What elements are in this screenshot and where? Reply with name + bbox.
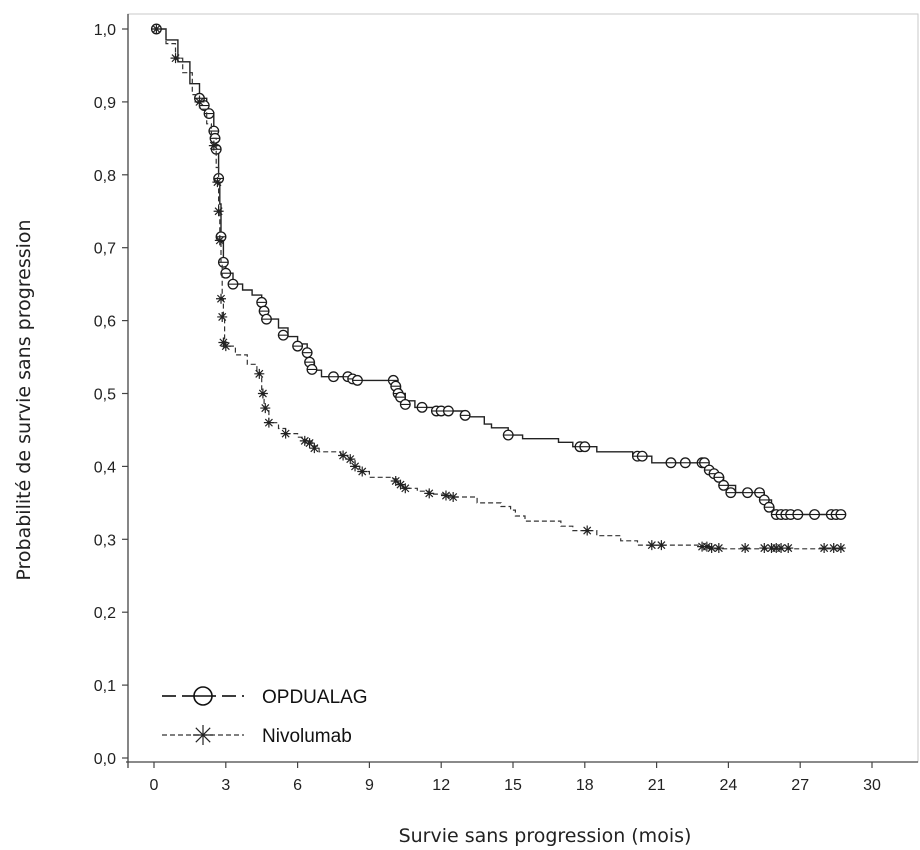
censor-marker-asterisk bbox=[582, 525, 593, 536]
y-tick-label: 0,1 bbox=[94, 678, 116, 695]
x-tick-label: 12 bbox=[432, 777, 450, 794]
censor-marker-asterisk bbox=[713, 543, 724, 554]
censor-marker-asterisk bbox=[656, 540, 667, 551]
legend-item-opdualag: OPDUALAG bbox=[162, 686, 368, 708]
legend-item-nivolumab: Nivolumab bbox=[162, 725, 352, 747]
legend: OPDUALAG Nivolumab bbox=[162, 686, 368, 747]
x-tick-label: 0 bbox=[150, 777, 159, 794]
censor-marker-asterisk bbox=[345, 454, 356, 465]
y-tick-label: 0,9 bbox=[94, 95, 116, 112]
censor-marker-asterisk bbox=[759, 543, 770, 554]
x-tick-label: 30 bbox=[863, 777, 881, 794]
censor-marker-asterisk bbox=[350, 461, 361, 472]
censor-marker-asterisk bbox=[151, 24, 162, 34]
censor-marker-asterisk bbox=[828, 543, 839, 554]
censor-marker-asterisk bbox=[646, 540, 657, 551]
censor-marker-asterisk bbox=[263, 417, 274, 428]
x-tick-label: 24 bbox=[720, 777, 738, 794]
plot-frame bbox=[127, 13, 919, 763]
censor-marker-asterisk bbox=[701, 541, 712, 552]
censor-marker-asterisk bbox=[835, 543, 846, 554]
legend-label: Nivolumab bbox=[262, 726, 352, 747]
censor-marker-asterisk bbox=[254, 368, 265, 379]
x-tick-label: 6 bbox=[293, 777, 302, 794]
x-tick-label: 15 bbox=[504, 777, 522, 794]
censor-marker-asterisk bbox=[400, 483, 411, 494]
censor-marker-asterisk bbox=[424, 488, 435, 499]
censor-marker-asterisk bbox=[357, 466, 368, 477]
censor-marker-asterisk bbox=[194, 96, 205, 107]
censor-marker-asterisk bbox=[395, 479, 406, 490]
censor-marker-asterisk bbox=[448, 492, 459, 503]
y-tick-label: 0,6 bbox=[94, 314, 116, 331]
y-tick-label: 0,3 bbox=[94, 532, 116, 549]
censor-marker-asterisk bbox=[338, 450, 349, 461]
censor-marker-asterisk bbox=[217, 311, 228, 322]
y-axis-title: Probabilité de survie sans progression bbox=[13, 219, 35, 580]
censor-marker-asterisk bbox=[783, 543, 794, 554]
censor-marker-asterisk bbox=[218, 337, 229, 348]
legend-label: OPDUALAG bbox=[262, 687, 368, 708]
censor-marker-asterisk bbox=[214, 235, 225, 246]
y-tick-label: 0,0 bbox=[94, 751, 116, 768]
x-tick-label: 9 bbox=[365, 777, 374, 794]
censor-marker-asterisk bbox=[819, 543, 830, 554]
censor-marker-asterisk bbox=[309, 443, 320, 454]
censor-marker-asterisk bbox=[706, 543, 717, 554]
censor-marker-asterisk bbox=[304, 438, 315, 449]
y-tick-label: 0,7 bbox=[94, 241, 116, 258]
y-tick-label: 0,8 bbox=[94, 168, 116, 185]
censor-marker-asterisk bbox=[220, 341, 231, 352]
x-tick-label: 3 bbox=[221, 777, 230, 794]
legend-marker-asterisk bbox=[193, 725, 213, 745]
series-opdualag bbox=[150, 23, 847, 520]
y-tick-label: 0,4 bbox=[94, 459, 116, 476]
x-tick-label: 27 bbox=[791, 777, 809, 794]
series-line-opdualag bbox=[154, 28, 844, 516]
censor-marker-asterisk bbox=[257, 388, 268, 399]
censor-marker-asterisk bbox=[170, 53, 181, 64]
censor-marker-asterisk bbox=[260, 403, 271, 414]
censor-marker-asterisk bbox=[299, 435, 310, 446]
y-tick-label: 0,5 bbox=[94, 387, 116, 404]
y-tick-label: 1,0 bbox=[94, 22, 116, 39]
series-line-nivolumab bbox=[154, 28, 844, 550]
x-axis-title: Survie sans progression (mois) bbox=[399, 825, 692, 847]
censor-marker-asterisk bbox=[216, 293, 227, 304]
censor-marker-asterisk bbox=[440, 490, 451, 501]
x-tick-label: 21 bbox=[648, 777, 666, 794]
censor-marker-asterisk bbox=[390, 475, 401, 486]
series-nivolumab bbox=[151, 24, 846, 554]
y-tick-label: 0,2 bbox=[94, 605, 116, 622]
x-tick-label: 18 bbox=[576, 777, 594, 794]
censor-marker-asterisk bbox=[212, 177, 223, 188]
censor-marker-asterisk bbox=[740, 543, 751, 554]
censor-marker-asterisk bbox=[208, 140, 219, 151]
censor-marker-asterisk bbox=[776, 543, 787, 554]
censor-marker-asterisk bbox=[213, 206, 224, 217]
censor-marker-asterisk bbox=[280, 428, 291, 439]
